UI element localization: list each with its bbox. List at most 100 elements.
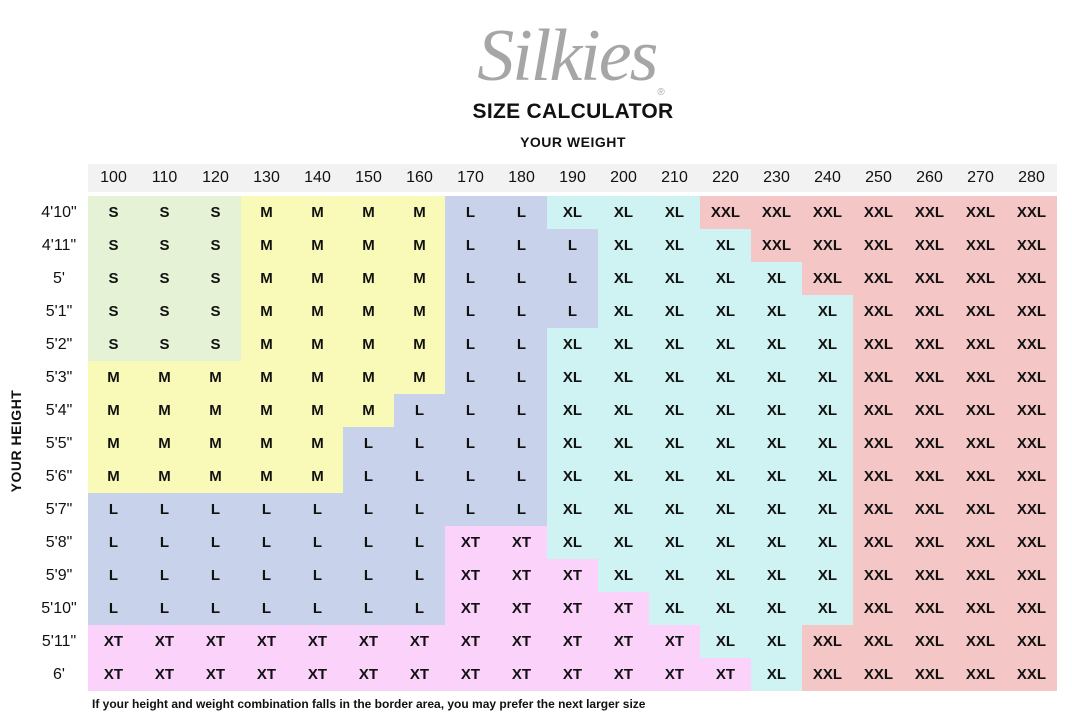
size-cell: XL — [751, 427, 802, 460]
size-cell: XL — [802, 328, 853, 361]
size-cell: XL — [649, 295, 700, 328]
size-cell: L — [547, 295, 598, 328]
size-cell: XL — [751, 328, 802, 361]
size-cell: L — [241, 559, 292, 592]
size-cell: XXL — [853, 658, 904, 691]
size-cell: M — [343, 229, 394, 262]
weight-header-cell: 270 — [967, 169, 994, 186]
size-cell: XL — [751, 361, 802, 394]
size-cell: S — [88, 328, 139, 361]
size-cell: M — [241, 460, 292, 493]
height-header-cell: 5'4" — [45, 402, 73, 419]
size-cell: L — [292, 559, 343, 592]
weight-header-cell: 210 — [661, 169, 688, 186]
size-cell: XXL — [853, 427, 904, 460]
size-cell: L — [496, 394, 547, 427]
size-cell: XXL — [955, 229, 1006, 262]
size-cell: XL — [547, 361, 598, 394]
size-cell: XL — [547, 460, 598, 493]
size-cell: XXL — [1006, 229, 1057, 262]
size-cell: XXL — [1006, 361, 1057, 394]
size-cell: S — [139, 295, 190, 328]
size-cell: XT — [547, 559, 598, 592]
size-cell: L — [241, 592, 292, 625]
size-cell: XT — [547, 625, 598, 658]
size-cell: XXL — [904, 658, 955, 691]
size-cell: M — [88, 361, 139, 394]
size-cell: XL — [598, 229, 649, 262]
size-grid: S S S M M M M L L XL XL XL XXL XXL XXL XXL XXL XXL XXL S S S M… — [88, 196, 1057, 691]
size-cell: M — [241, 394, 292, 427]
size-cell: M — [292, 295, 343, 328]
size-cell: M — [292, 229, 343, 262]
size-cell: M — [292, 361, 343, 394]
size-cell: L — [190, 493, 241, 526]
size-cell: L — [394, 427, 445, 460]
size-cell: XXL — [955, 262, 1006, 295]
size-cell: XL — [649, 394, 700, 427]
size-cell: XL — [649, 493, 700, 526]
page-title: SIZE CALCULATOR — [472, 100, 674, 123]
height-header-cell: 5'1" — [45, 303, 73, 320]
size-cell: XT — [496, 658, 547, 691]
weight-header-cell: 160 — [406, 169, 433, 186]
size-cell: L — [394, 460, 445, 493]
size-cell: XL — [649, 328, 700, 361]
size-cell: XXL — [700, 196, 751, 229]
size-cell: XXL — [853, 559, 904, 592]
size-cell: S — [139, 262, 190, 295]
size-cell: L — [445, 361, 496, 394]
size-cell: L — [241, 493, 292, 526]
size-cell: XT — [547, 658, 598, 691]
size-cell: XXL — [1006, 295, 1057, 328]
size-cell: L — [496, 493, 547, 526]
size-cell: XT — [445, 592, 496, 625]
size-cell: L — [394, 592, 445, 625]
size-cell: L — [190, 559, 241, 592]
size-cell: S — [190, 196, 241, 229]
size-cell: XT — [445, 658, 496, 691]
height-header-cell: 6' — [53, 666, 65, 683]
size-cell: M — [343, 262, 394, 295]
size-cell: M — [139, 427, 190, 460]
size-cell: XXL — [853, 625, 904, 658]
size-cell: L — [496, 196, 547, 229]
size-cell: L — [292, 493, 343, 526]
size-cell: L — [343, 526, 394, 559]
weight-header-cell: 200 — [610, 169, 637, 186]
size-cell: M — [139, 394, 190, 427]
size-cell: L — [394, 559, 445, 592]
size-cell: XL — [802, 559, 853, 592]
size-cell: S — [190, 262, 241, 295]
size-cell: XXL — [955, 592, 1006, 625]
size-cell: XL — [598, 361, 649, 394]
weight-header-cell: 170 — [457, 169, 484, 186]
size-cell: XL — [751, 559, 802, 592]
size-cell: L — [88, 493, 139, 526]
size-cell: L — [445, 262, 496, 295]
size-cell: XT — [496, 526, 547, 559]
size-cell: XT — [394, 625, 445, 658]
size-cell: XL — [802, 295, 853, 328]
size-cell: XT — [445, 625, 496, 658]
size-cell: XL — [700, 592, 751, 625]
logo-text: Silkies — [477, 15, 658, 97]
size-cell: XT — [496, 592, 547, 625]
size-cell: L — [343, 592, 394, 625]
size-cell: M — [394, 196, 445, 229]
size-cell: L — [445, 427, 496, 460]
size-cell: M — [241, 229, 292, 262]
size-cell: XXL — [751, 196, 802, 229]
size-cell: M — [292, 460, 343, 493]
size-cell: L — [496, 361, 547, 394]
size-cell: S — [139, 328, 190, 361]
size-cell: L — [88, 592, 139, 625]
size-cell: M — [241, 328, 292, 361]
size-cell: XL — [700, 493, 751, 526]
size-cell: M — [292, 328, 343, 361]
height-header-cell: 5'5" — [45, 435, 73, 452]
size-cell: XXL — [1006, 592, 1057, 625]
weight-header-cell: 280 — [1018, 169, 1045, 186]
size-cell: L — [394, 493, 445, 526]
weight-header-cell: 110 — [151, 169, 178, 186]
